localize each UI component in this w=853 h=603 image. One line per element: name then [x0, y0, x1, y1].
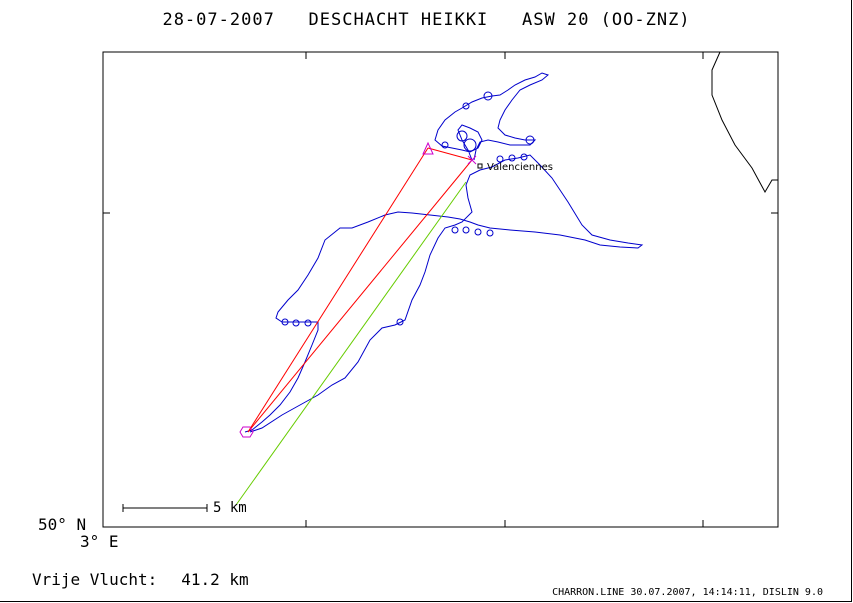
task-legs — [247, 147, 473, 433]
map-ticks — [103, 52, 778, 527]
footer-info: CHARRON.LINE 30.07.2007, 14:14:11, DISLI… — [552, 587, 823, 598]
flight-track — [244, 154, 644, 433]
closing-line — [235, 181, 467, 506]
free-flight-summary: Vrije Vlucht: 41.2 km — [32, 570, 249, 589]
cross-line-2 — [467, 155, 477, 165]
loop-1 — [483, 91, 493, 101]
loop-12 — [304, 319, 312, 327]
free-flight-label: Vrije Vlucht: — [32, 570, 158, 589]
city-label: Valenciennes — [487, 162, 553, 173]
turnpoint-triangle-icon — [422, 141, 434, 155]
scale-label: 5 km — [213, 500, 247, 516]
glider-id: ASW 20 (OO-ZNZ) — [522, 10, 691, 30]
flight-track-north — [434, 72, 550, 161]
loop-7 — [462, 226, 470, 234]
turnpoint-cross-icon — [467, 155, 477, 165]
loop-6 — [451, 226, 459, 234]
loop-17 — [441, 141, 449, 149]
latitude-label: 50° N — [38, 515, 87, 534]
city-marker-icon — [477, 163, 483, 169]
leg-3 — [247, 159, 473, 433]
pilot-name: DESCHACHT HEIKKI — [308, 10, 489, 30]
leg-1 — [247, 147, 429, 433]
loop-13 — [396, 318, 404, 326]
loop-14 — [496, 155, 504, 163]
scale-bar — [122, 504, 208, 512]
loop-2 — [462, 102, 470, 110]
start-hexagon-icon — [239, 426, 254, 438]
thermal-loops — [281, 91, 535, 327]
loop-4 — [456, 130, 468, 142]
leg-2 — [427, 147, 473, 161]
loop-5 — [463, 138, 477, 152]
loop-9 — [486, 229, 494, 237]
flight-date: 28-07-2007 — [162, 10, 275, 30]
loop-8 — [474, 228, 482, 236]
map-frame — [102, 51, 779, 528]
loop-15 — [508, 154, 516, 162]
loop-10 — [281, 318, 289, 326]
longitude-label: 3° E — [80, 532, 119, 551]
loop-3 — [525, 135, 535, 145]
page-title: 28-07-2007 DESCHACHT HEIKKI ASW 20 (OO-Z… — [0, 10, 853, 30]
free-flight-distance: 41.2 km — [181, 570, 249, 589]
border-line — [711, 51, 778, 194]
loop-11 — [292, 319, 300, 327]
loop-16 — [520, 153, 528, 161]
